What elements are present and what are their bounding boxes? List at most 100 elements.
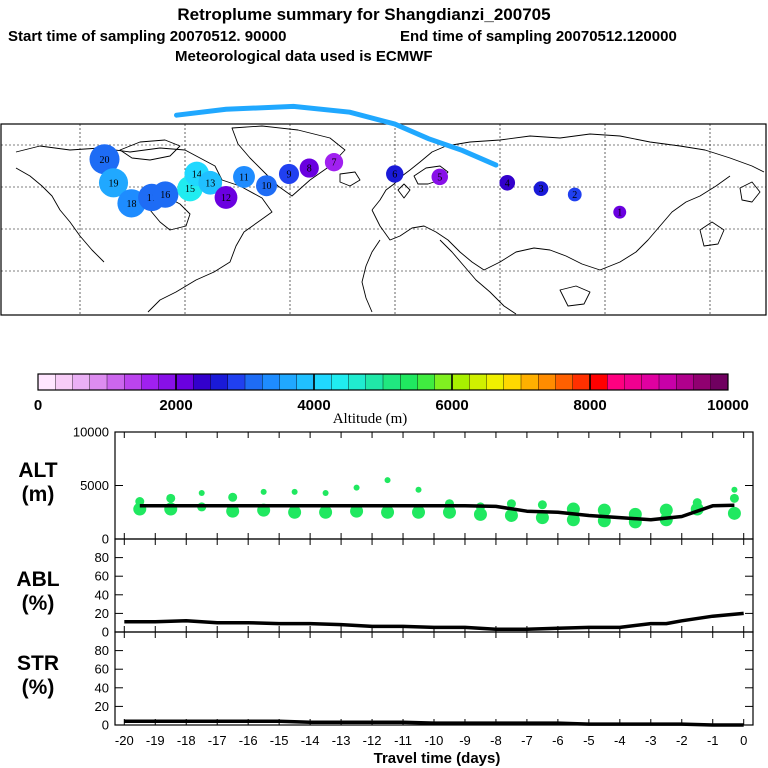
abl-panel-frame [114,538,754,633]
colorbar-swatch [434,373,453,391]
str-series-line [124,719,744,727]
colorbar-swatch [486,373,505,391]
str-y-tick-label: 80 [95,643,109,658]
colorbar-swatch [37,373,56,391]
x-tick-label: -2 [676,733,688,748]
map-graticule [1,124,766,315]
cluster-circle [278,163,300,185]
cluster-label: 6 [392,169,397,180]
alt-marker [473,507,487,521]
alt-marker [384,477,391,484]
cluster-20: 20 [89,144,120,175]
colorbar-swatch [262,373,280,391]
colorbar-swatch [555,373,574,391]
colorbar-tick-label: 2000 [159,397,192,414]
alt-marker [350,504,364,518]
alt-marker [198,489,205,496]
colorbar-frame [37,373,729,391]
cluster-label: 11 [239,172,249,183]
colorbar-swatch [607,373,625,391]
colorbar-swatch [106,373,125,391]
colorbar-swatch [55,373,73,391]
start-time-label: Start time of sampling 20070512. 90000 [8,28,286,45]
str-panel-frame [114,631,754,726]
colorbar-tick-label: 10000 [707,397,749,414]
cluster-8: 8 [299,158,319,178]
colorbar-swatch [538,373,556,391]
alt-marker [692,498,702,508]
alt-y-tick-label: 0 [102,532,109,547]
x-tick-label: -10 [425,733,444,748]
colorbar-swatch [693,373,712,391]
cluster-circle [233,165,255,188]
x-tick-label: -4 [614,733,626,748]
altitude-colorbar: 0 2000 4000 6000 8000 10000 Altitude (m) [34,373,749,427]
x-tick-label: -12 [363,733,382,748]
alt-marker [322,489,329,496]
x-tick-label: 0 [740,733,747,748]
alt-marker [727,506,741,520]
cluster-circle [533,181,549,196]
cluster-label: 10 [262,181,272,192]
str-panel-unit: (%) [22,676,55,699]
abl-panel-unit: (%) [22,592,55,615]
cluster-label: 17 [147,193,157,204]
colorbar-swatch [244,373,263,391]
colorbar-swatch [365,373,384,391]
colorbar-swatch [503,373,522,391]
cluster-circle [567,187,582,202]
colorbar-swatch [313,373,332,391]
x-tick-label: -19 [146,733,165,748]
cluster-circle [214,186,238,209]
str-y-tick-label: 0 [102,718,109,733]
colorbar-swatch [279,373,298,391]
cluster-circle [499,174,516,191]
cluster-circle [89,144,120,175]
cluster-circle [386,165,404,183]
x-tick-label: -13 [332,733,351,748]
cluster-label: 20 [100,155,110,166]
colorbar-swatch [72,373,91,391]
plume-trajectory-path [174,103,499,168]
cluster-circle [256,175,277,197]
x-tick-label: -9 [459,733,471,748]
abl-y-tick-label: 80 [95,550,109,565]
x-tick-label: -15 [270,733,289,748]
colorbar-swatch [210,373,229,391]
colorbar-swatch [175,373,194,391]
str-y-tick-label: 40 [95,680,109,695]
x-tick-label: -1 [707,733,719,748]
cluster-circle [198,170,223,195]
alt-marker [415,486,422,493]
colorbar-swatch [141,373,160,391]
x-tick-label: -16 [239,733,258,748]
cluster-label: 4 [505,178,510,189]
colorbar-swatch [227,373,246,391]
cluster-5: 5 [431,168,448,186]
colorbar-swatch [676,373,694,391]
alt-marker [729,493,739,503]
colorbar-swatch [382,373,401,391]
abl-panel-title: ABL [16,568,59,591]
colorbar-swatch [158,373,177,391]
colorbar-swatch [624,373,643,391]
x-tick-label: -7 [521,733,533,748]
alt-panel-title: ALT [18,459,57,482]
alt-panel-unit: (m) [22,483,55,506]
alt-panel-frame [114,431,754,540]
cluster-label: 15 [185,184,195,195]
cluster-label: 18 [127,199,137,210]
x-tick-label: -6 [552,733,564,748]
cluster-12: 12 [214,186,238,209]
alt-marker [166,493,176,503]
cluster-3: 3 [533,181,549,196]
cluster-10: 10 [256,175,277,197]
figure-title: Retroplume summary for Shangdianzi_20070… [177,5,550,24]
cluster-circle [431,168,448,186]
cluster-label: 1 [617,208,622,219]
alt-marker [537,500,547,510]
x-tick-label: -8 [490,733,502,748]
alt-marker [566,513,580,527]
